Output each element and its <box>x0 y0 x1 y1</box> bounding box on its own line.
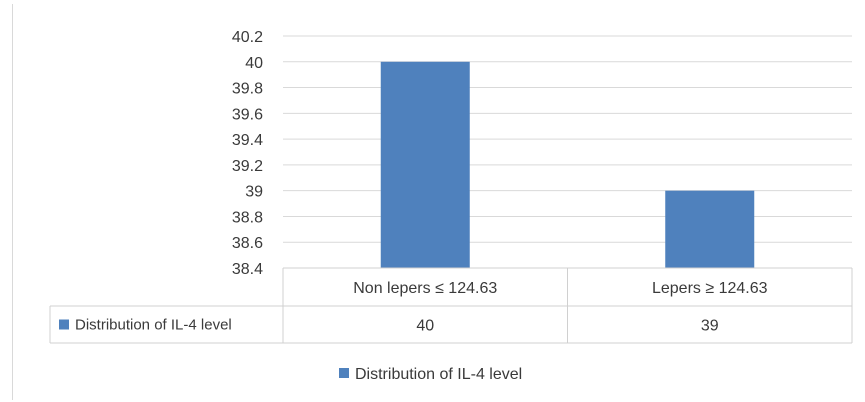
y-tick-label: 39.4 <box>232 132 263 149</box>
legend: Distribution of IL-4 level <box>339 366 522 383</box>
data-table: Non lepers ≤ 124.63 40 Lepers ≥ 124.63 39 Di… <box>49 267 853 344</box>
bar <box>380 61 470 269</box>
y-tick-label: 40.2 <box>232 29 263 46</box>
y-tick-label: 40 <box>245 55 263 72</box>
y-tick-label: 38.8 <box>232 209 263 226</box>
series-key-swatch <box>59 319 69 330</box>
data-table-value: 40 <box>416 318 434 335</box>
legend-label: Distribution of IL-4 level <box>355 366 522 383</box>
y-tick-label: 39.2 <box>232 158 263 175</box>
y-tick-label: 39.6 <box>232 106 263 123</box>
gridlines <box>283 35 852 269</box>
y-tick-label: 39.8 <box>232 81 263 98</box>
chart-frame <box>12 4 863 400</box>
legend-swatch <box>339 368 349 378</box>
data-table-value: 39 <box>701 318 719 335</box>
y-axis-ticks: 38.4 38.6 38.8 39 39.2 39.4 39.6 39.8 40 40.2 <box>232 29 263 278</box>
series-row-label: Distribution of IL-4 level <box>75 317 232 334</box>
category-label: Non lepers ≤ 124.63 <box>353 280 497 297</box>
bars <box>380 61 755 269</box>
y-tick-label: 38.6 <box>232 235 263 252</box>
category-label: Lepers ≥ 124.63 <box>652 280 768 297</box>
y-tick-label: 39 <box>245 184 263 201</box>
bar <box>665 190 755 268</box>
y-tick-label: 38.4 <box>232 261 263 278</box>
